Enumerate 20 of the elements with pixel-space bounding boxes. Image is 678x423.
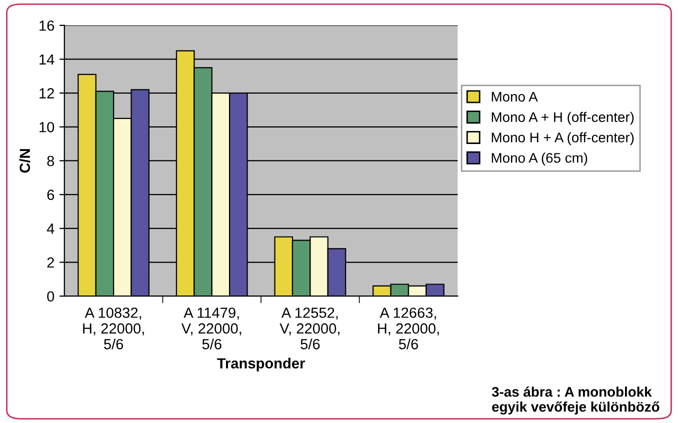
legend-label: Mono A: [492, 92, 538, 102]
legend-label: Mono H + A (off-center): [492, 132, 634, 146]
y-axis-title: C/N: [19, 149, 30, 173]
legend-label: Mono A + H (off-center): [492, 112, 634, 125]
x-tick-label: A 12552, V, 22000, 5/6: [280, 308, 340, 350]
x-tick-label: A 12663, H, 22000, 5/6: [378, 308, 439, 350]
y-tick-label: 4: [46, 224, 54, 234]
y-tick-label: 14: [40, 54, 54, 65]
y-tick-label: 0: [47, 291, 54, 302]
text: 3-as ábra : A monoblokk egyik vevőfeje különböző: [492, 386, 660, 415]
x-axis-title: Transponder: [217, 358, 305, 372]
y-tick-label: 10: [40, 122, 54, 132]
x-tick-label: A 10832, H, 22000, 5/6: [83, 308, 144, 350]
y-tick-label: 8: [47, 156, 54, 166]
y-tick-label: 12: [40, 88, 54, 98]
y-tick-label: 16: [40, 20, 54, 31]
x-tick-label: A 11479, V, 22000, 5/6: [181, 308, 242, 350]
legend-label: Mono A (65 cm): [492, 152, 588, 166]
y-tick-label: 6: [47, 190, 54, 200]
y-tick-label: 2: [47, 257, 54, 268]
